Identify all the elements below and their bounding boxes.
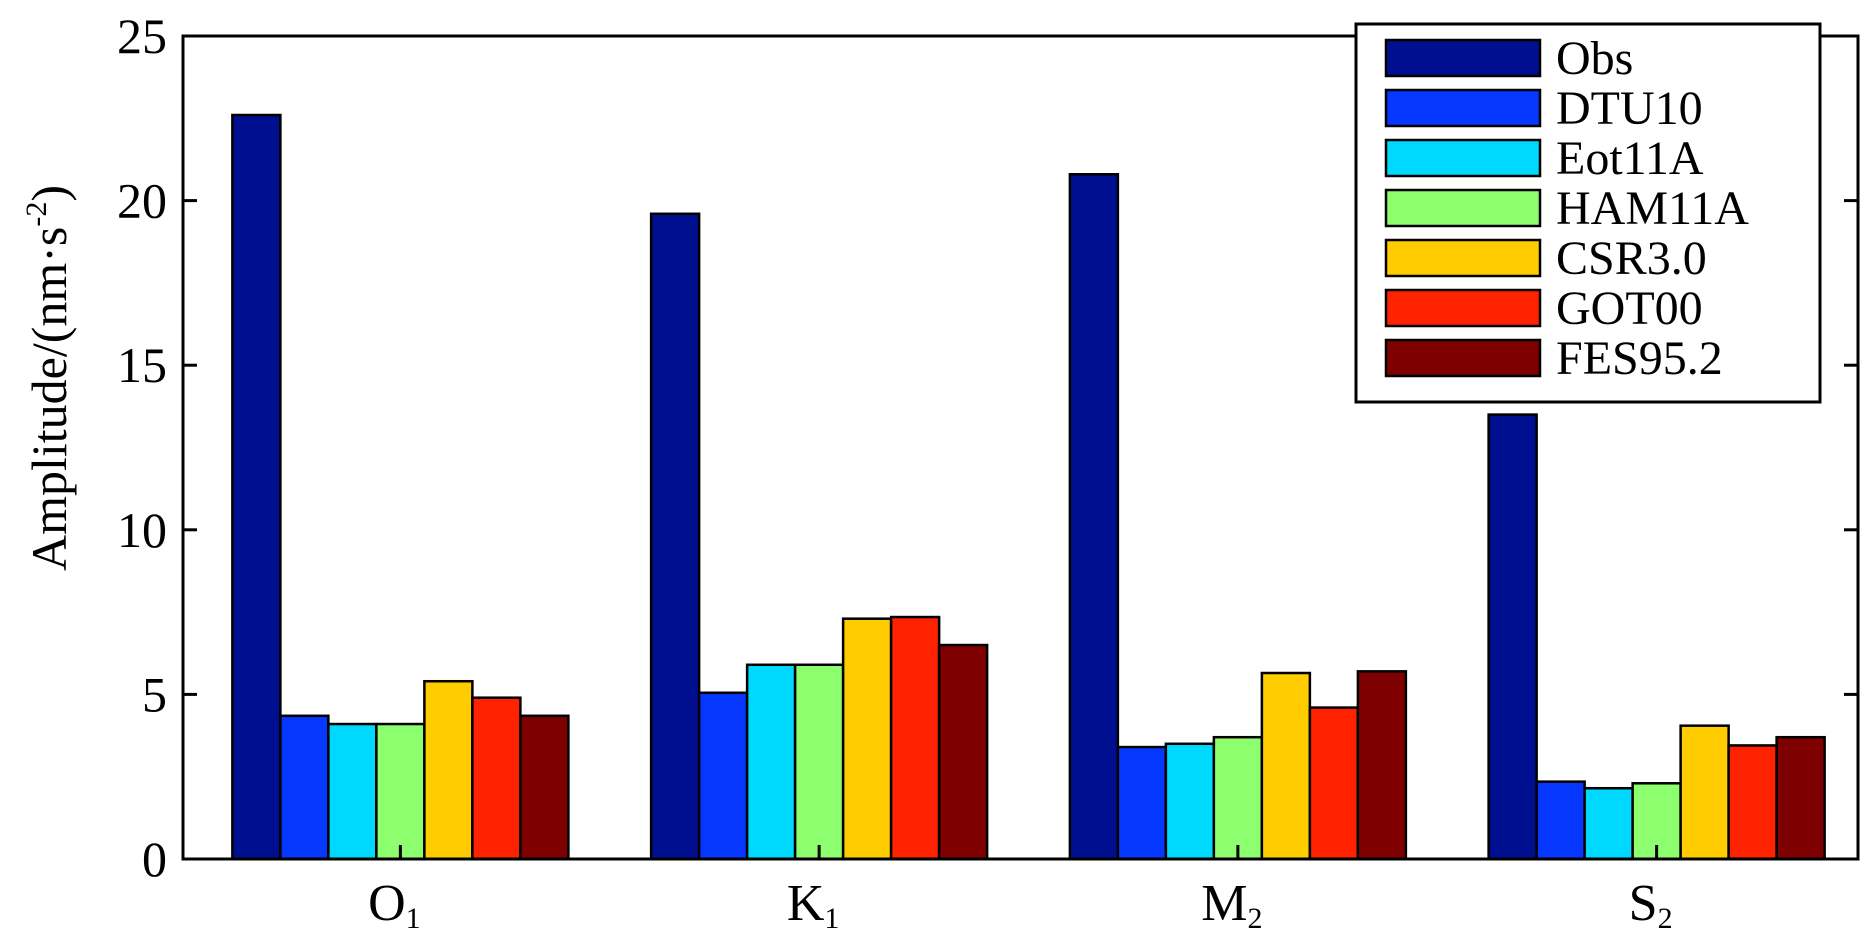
bar-got00-1 xyxy=(889,615,941,861)
bar-dtu10-3 xyxy=(1535,780,1586,861)
y-axis-title-text: Amplitude/(nm·s xyxy=(21,227,77,571)
y-tick-label: 10 xyxy=(117,502,167,558)
y-axis-title-superscript: -2 xyxy=(20,202,53,227)
bar-dtu10-1 xyxy=(697,691,749,861)
bar-ham11a-2 xyxy=(1212,735,1264,861)
bar-obs-0 xyxy=(231,113,282,861)
y-axis-title-close: ) xyxy=(21,185,77,202)
x-axis: O1 K1 M2 S2 xyxy=(368,845,1673,935)
legend-swatch-1 xyxy=(1384,88,1542,128)
bar-eot11a-2 xyxy=(1164,742,1216,861)
bar-fes95-2-0 xyxy=(519,714,570,861)
bar-csr3-0-3 xyxy=(1679,724,1730,861)
bar-csr3-0-0 xyxy=(423,679,474,861)
legend-label-3: HAM11A xyxy=(1556,182,1749,235)
bar-obs-1 xyxy=(649,212,701,861)
y-tick-label: 25 xyxy=(117,8,167,64)
x-tick-label-2: M2 xyxy=(1201,875,1262,935)
legend-label-2: Eot11A xyxy=(1556,132,1704,185)
legend-swatch-6 xyxy=(1384,338,1542,378)
x-tick-label-0: O1 xyxy=(368,875,421,935)
legend-swatch-0 xyxy=(1384,38,1542,78)
bar-eot11a-1 xyxy=(745,663,797,861)
legend-swatch-2 xyxy=(1384,138,1542,178)
legend-swatch-3 xyxy=(1384,188,1542,228)
bar-got00-0 xyxy=(471,696,522,861)
y-axis-title: Amplitude/(nm·s-2) xyxy=(20,185,77,571)
y-tick-label: 5 xyxy=(142,666,167,722)
bar-eot11a-0 xyxy=(327,722,378,861)
plot-frame xyxy=(181,34,1860,861)
bar-obs-3 xyxy=(1487,413,1538,861)
legend-label-1: DTU10 xyxy=(1556,82,1703,135)
legend-swatch-4 xyxy=(1384,238,1542,278)
bar-ham11a-0 xyxy=(375,722,426,861)
legend-label-6: FES95.2 xyxy=(1556,332,1723,385)
bar-eot11a-3 xyxy=(1583,786,1634,861)
bar-fes95-2-1 xyxy=(937,643,989,861)
bar-dtu10-2 xyxy=(1116,745,1168,861)
bar-ham11a-1 xyxy=(793,663,845,861)
bar-fes95-2-2 xyxy=(1356,670,1408,861)
x-tick-label-3: S2 xyxy=(1629,875,1673,935)
legend-label-0: Obs xyxy=(1556,32,1633,85)
y-tick-label: 20 xyxy=(117,173,167,229)
bar-csr3-0-1 xyxy=(841,617,893,861)
bar-got00-3 xyxy=(1727,744,1778,861)
bar-dtu10-0 xyxy=(279,714,330,861)
legend-label-4: CSR3.0 xyxy=(1556,232,1707,285)
bar-got00-2 xyxy=(1308,706,1360,861)
bar-obs-2 xyxy=(1068,173,1120,861)
legend-swatch-5 xyxy=(1384,288,1542,328)
legend-label-5: GOT00 xyxy=(1556,282,1703,335)
bar-fes95-2-3 xyxy=(1775,735,1826,861)
bars-group xyxy=(231,113,1826,861)
bar-csr3-0-2 xyxy=(1260,671,1312,861)
y-tick-label: 0 xyxy=(142,831,167,887)
x-tick-label-1: K1 xyxy=(787,875,840,935)
y-tick-label: 15 xyxy=(117,337,167,393)
